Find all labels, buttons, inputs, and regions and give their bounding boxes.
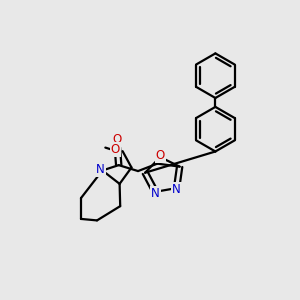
Text: N: N	[96, 164, 105, 176]
Text: N: N	[172, 183, 181, 196]
Text: N: N	[151, 187, 160, 200]
Text: O: O	[112, 133, 122, 146]
Text: O: O	[111, 143, 120, 156]
Text: O: O	[156, 149, 165, 162]
